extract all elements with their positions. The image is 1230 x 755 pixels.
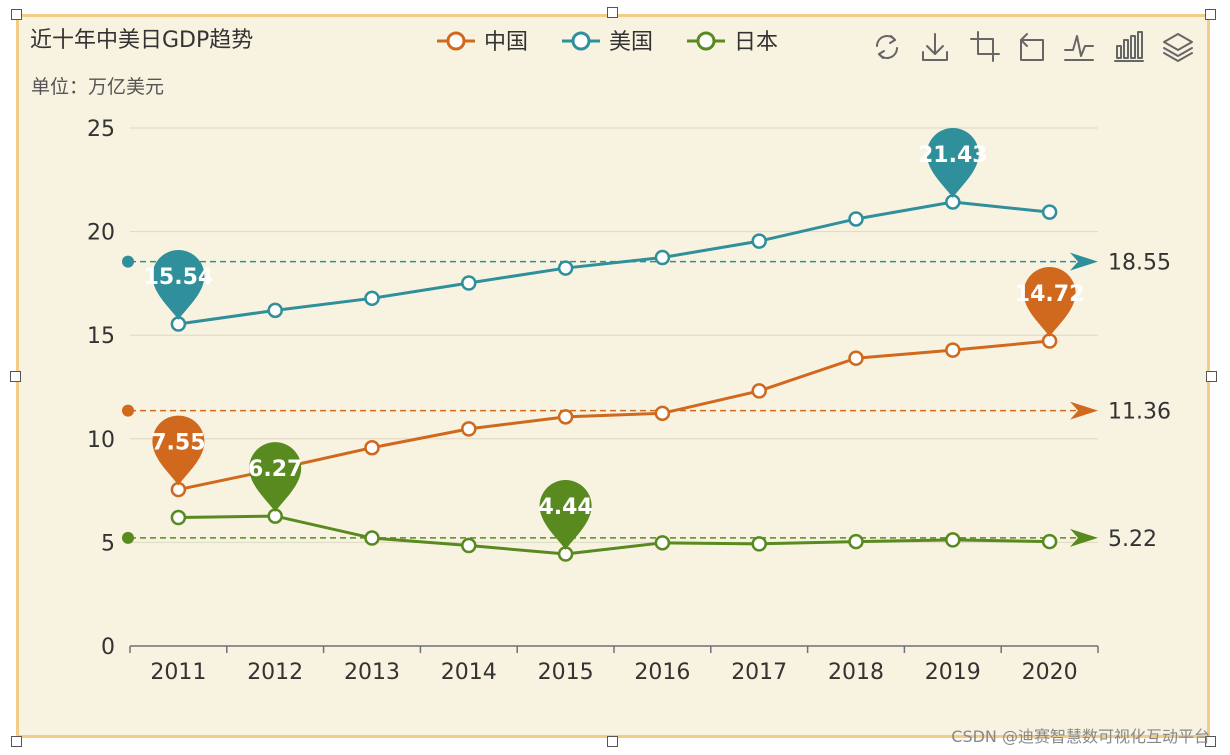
average-label: 18.55 — [1108, 251, 1171, 276]
data-point — [751, 233, 767, 249]
line-chart-icon[interactable] — [1064, 35, 1094, 61]
data-point — [557, 409, 574, 425]
data-point — [267, 302, 283, 319]
data-point — [364, 439, 380, 456]
average-lines: 11.36 18.55 5.22 — [122, 251, 1171, 552]
legend-marker — [571, 31, 591, 51]
average-line-start — [122, 404, 134, 417]
legend-marker — [696, 31, 716, 51]
x-axis: 2011 2012 2013 2014 2015 2016 2017 2018 2019 2020 — [129, 645, 1099, 685]
data-point — [945, 342, 961, 358]
average-label: 5.22 — [1108, 527, 1157, 552]
data-point — [751, 536, 767, 552]
x-tick-label: 2020 — [1022, 660, 1078, 685]
resize-handle-bottom-left[interactable] — [11, 736, 22, 747]
data-point — [461, 421, 477, 437]
legend[interactable]: 中国 美国 日本 — [437, 30, 778, 55]
resize-handle-right[interactable] — [1206, 371, 1217, 382]
x-tick-label: 2013 — [344, 660, 400, 685]
resize-handle-bottom-right[interactable] — [1205, 736, 1216, 747]
download-icon[interactable] — [922, 33, 948, 61]
data-point — [461, 275, 477, 291]
y-gridlines — [130, 127, 1098, 543]
average-label: 11.36 — [1108, 400, 1171, 425]
mark-point-pin — [249, 442, 302, 513]
series-line — [178, 339, 1050, 492]
y-axis: 0 5 10 15 20 25 — [87, 117, 115, 660]
legend-item-label: 日本 — [734, 30, 778, 55]
restore-icon[interactable] — [1020, 33, 1044, 61]
series-line — [178, 200, 1050, 326]
data-point — [848, 350, 864, 366]
layers-icon[interactable] — [1163, 33, 1193, 62]
legend-item-label: 美国 — [609, 30, 653, 55]
y-tick-label: 15 — [87, 324, 115, 349]
legend-marker — [446, 31, 466, 51]
x-tick-label: 2017 — [731, 660, 787, 685]
watermark: CSDN @迪赛智慧数可视化互动平台 — [951, 727, 1210, 746]
refresh-icon[interactable] — [876, 35, 898, 59]
x-tick-label: 2018 — [828, 660, 884, 685]
average-line-arrow — [1070, 401, 1098, 420]
y-tick-label: 0 — [101, 635, 115, 660]
average-line-start — [122, 531, 134, 544]
average-line-arrow — [1070, 252, 1098, 271]
data-point — [848, 533, 864, 550]
average-line-start — [122, 255, 134, 268]
data-point — [654, 535, 671, 551]
x-tick-label: 2012 — [247, 660, 303, 685]
data-point — [557, 260, 574, 276]
data-point — [654, 249, 671, 266]
average-line-arrow — [1070, 528, 1098, 547]
mark-point-label: 15.54 — [144, 265, 214, 290]
chart-title: 近十年中美日GDP趋势 — [30, 28, 253, 53]
resize-handle-top-right[interactable] — [1205, 9, 1216, 20]
mark-point-label: 21.43 — [918, 143, 988, 168]
resize-handle-bottom[interactable] — [607, 736, 618, 747]
series-line — [178, 514, 1050, 556]
data-point — [1041, 204, 1058, 220]
resize-handle-left[interactable] — [10, 371, 21, 382]
bar-chart-icon[interactable] — [1114, 31, 1144, 62]
data-point — [170, 509, 187, 526]
data-point — [364, 290, 380, 307]
x-tick-label: 2015 — [538, 660, 594, 685]
data-point — [1041, 533, 1058, 550]
chart-subtitle: 单位：万亿美元 — [31, 76, 164, 98]
data-point — [945, 532, 961, 548]
x-tick-label: 2011 — [150, 660, 206, 685]
mark-point-pin — [152, 250, 205, 321]
resize-handle-top-left[interactable] — [11, 9, 22, 20]
crop-icon[interactable] — [970, 31, 1000, 62]
data-point — [654, 405, 671, 422]
mark-points: 7.55 14.72 15.54 21.43 6.27 4.44 — [144, 127, 1085, 551]
x-tick-label: 2016 — [634, 660, 690, 685]
mark-point-pin — [539, 480, 592, 551]
series-group — [170, 194, 1058, 562]
data-point — [364, 530, 380, 546]
y-tick-label: 5 — [101, 531, 115, 556]
legend-item-label: 中国 — [484, 30, 528, 55]
mark-point-pin — [1023, 267, 1076, 338]
mark-point-label: 4.44 — [538, 495, 592, 520]
data-point — [751, 383, 767, 399]
mark-point-label: 14.72 — [1015, 282, 1085, 307]
y-tick-label: 10 — [87, 428, 115, 453]
resize-handle-top[interactable] — [607, 7, 618, 18]
x-tick-label: 2014 — [441, 660, 497, 685]
y-tick-label: 25 — [87, 117, 115, 142]
data-point — [461, 537, 477, 554]
x-tick-label: 2019 — [925, 660, 981, 685]
mark-point-pin — [926, 127, 979, 198]
toolbox — [876, 31, 1193, 62]
mark-point-label: 6.27 — [248, 457, 302, 482]
mark-point-label: 7.55 — [151, 431, 205, 456]
mark-point-pin — [152, 415, 205, 486]
data-point — [848, 211, 864, 227]
chart-frame — [16, 14, 1210, 738]
y-tick-label: 20 — [87, 221, 115, 246]
